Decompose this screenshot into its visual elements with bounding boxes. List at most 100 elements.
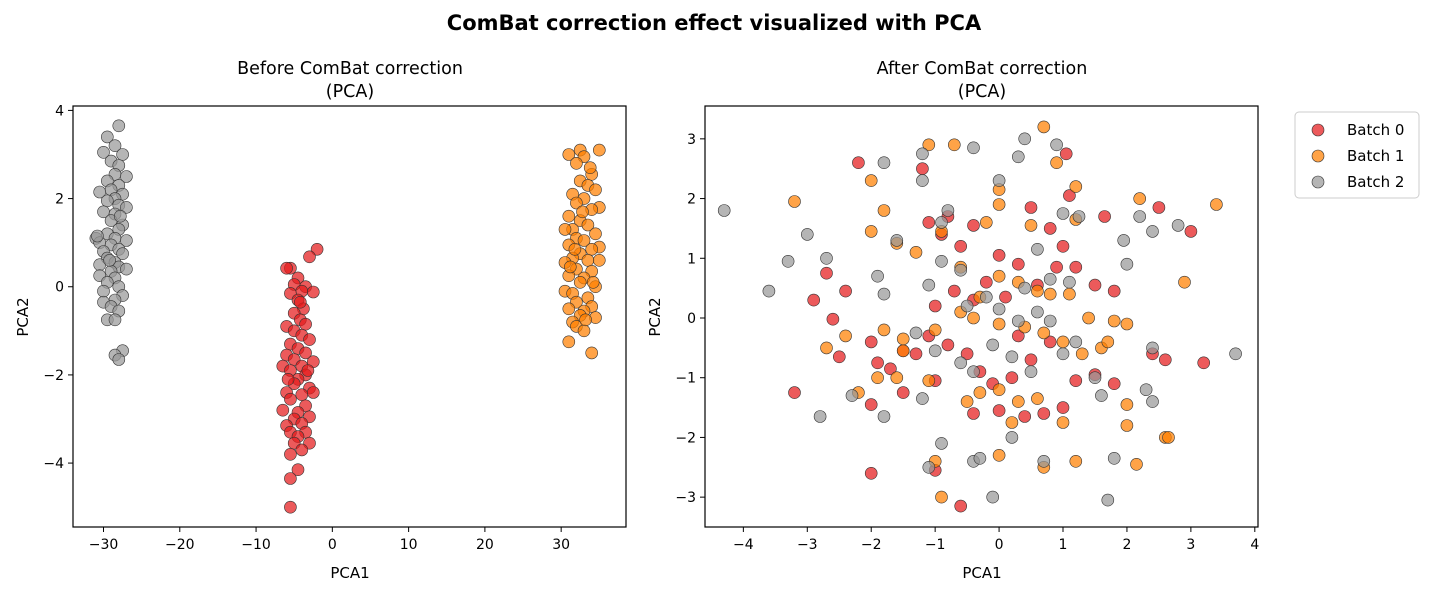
before-point-batch-1 bbox=[573, 275, 587, 289]
after-point-batch-0 bbox=[928, 299, 942, 313]
after-point-batch-0 bbox=[1018, 410, 1031, 423]
before-point-batch-1 bbox=[589, 227, 602, 241]
after-point-batch-2 bbox=[973, 451, 987, 465]
before-xtick-label: 0 bbox=[328, 537, 337, 553]
after-point-batch-1 bbox=[877, 204, 891, 217]
chart-before-title-line2: (PCA) bbox=[326, 82, 374, 102]
after-point-batch-1 bbox=[992, 269, 1006, 283]
chart-before: Before ComBat correction (PCA) −30 −20 −10… bbox=[14, 59, 627, 582]
chart-after-ylabel: PCA2 bbox=[646, 297, 664, 336]
legend-marker-batch-0 bbox=[1311, 123, 1325, 137]
chart-before-ylabel: PCA2 bbox=[14, 297, 32, 336]
after-point-batch-1 bbox=[992, 317, 1006, 331]
after-point-batch-2 bbox=[1011, 150, 1025, 164]
after-point-batch-1 bbox=[1037, 120, 1051, 134]
after-point-batch-0 bbox=[820, 266, 833, 280]
before-point-batch-1 bbox=[563, 260, 577, 274]
before-point-batch-2 bbox=[120, 262, 133, 276]
before-point-batch-2 bbox=[101, 130, 114, 144]
before-ytick-label: −2 bbox=[43, 368, 64, 384]
after-point-batch-1 bbox=[992, 198, 1006, 211]
after-point-batch-0 bbox=[864, 466, 878, 480]
after-point-batch-1 bbox=[1005, 416, 1019, 429]
after-point-batch-2 bbox=[935, 216, 948, 229]
after-point-batch-2 bbox=[1018, 281, 1031, 295]
before-point-batch-1 bbox=[585, 346, 599, 360]
after-point-batch-2 bbox=[813, 410, 827, 423]
before-point-batch-1 bbox=[558, 223, 572, 236]
before-point-batch-0 bbox=[310, 243, 324, 256]
after-point-batch-2 bbox=[762, 284, 776, 298]
after-point-batch-1 bbox=[1120, 419, 1134, 432]
after-point-batch-1 bbox=[1024, 219, 1038, 232]
after-point-batch-2 bbox=[1133, 210, 1146, 223]
after-point-batch-0 bbox=[1088, 278, 1102, 292]
before-point-batch-1 bbox=[570, 157, 583, 170]
before-point-batch-1 bbox=[570, 196, 583, 210]
after-point-batch-2 bbox=[941, 204, 955, 217]
after-point-batch-2 bbox=[935, 437, 948, 450]
after-point-batch-0 bbox=[1063, 189, 1076, 202]
after-point-batch-0 bbox=[1107, 284, 1121, 298]
after-point-batch-1 bbox=[864, 225, 878, 238]
after-point-batch-2 bbox=[1031, 305, 1044, 319]
after-point-batch-2 bbox=[1171, 219, 1185, 232]
after-point-batch-1 bbox=[864, 174, 878, 187]
after-point-batch-0 bbox=[1069, 374, 1083, 388]
before-point-batch-2 bbox=[120, 201, 133, 214]
after-point-batch-0 bbox=[947, 284, 961, 298]
after-point-batch-0 bbox=[992, 404, 1006, 417]
after-point-batch-1 bbox=[1069, 454, 1083, 468]
before-point-batch-2 bbox=[112, 119, 126, 133]
after-point-batch-1 bbox=[960, 395, 974, 408]
after-point-batch-0 bbox=[922, 216, 936, 229]
after-point-batch-2 bbox=[960, 299, 974, 313]
before-point-batch-1 bbox=[562, 148, 576, 161]
after-point-batch-0 bbox=[916, 162, 929, 175]
after-point-batch-2 bbox=[916, 392, 929, 405]
before-point-batch-0 bbox=[291, 463, 305, 477]
after-point-batch-2 bbox=[717, 204, 731, 217]
chart-after-title-line1: After ComBat correction bbox=[877, 59, 1088, 79]
after-point-batch-2 bbox=[1120, 257, 1134, 271]
after-point-batch-1 bbox=[992, 383, 1006, 397]
after-ytick-label: 1 bbox=[687, 251, 696, 267]
after-point-batch-1 bbox=[928, 323, 942, 337]
after-point-batch-1 bbox=[1011, 395, 1025, 408]
after-point-batch-2 bbox=[1101, 493, 1115, 507]
after-point-batch-1 bbox=[1069, 180, 1083, 193]
before-point-batch-1 bbox=[586, 275, 600, 289]
chart-after-axes: −4 −3 −2 −1 0 1 2 3 4 −3 −2 −1 0 1 2 3 bbox=[675, 132, 1259, 553]
before-point-batch-0 bbox=[306, 285, 320, 299]
after-point-batch-1 bbox=[896, 344, 910, 358]
after-point-batch-1 bbox=[1162, 431, 1175, 444]
after-point-batch-1 bbox=[1031, 392, 1044, 405]
after-point-batch-1 bbox=[979, 216, 993, 229]
before-point-batch-2 bbox=[120, 170, 133, 183]
after-point-batch-2 bbox=[890, 234, 904, 247]
before-ytick-label: 4 bbox=[55, 103, 64, 119]
after-point-batch-1 bbox=[877, 323, 891, 337]
before-point-batch-1 bbox=[576, 205, 589, 219]
after-point-batch-2 bbox=[986, 490, 1000, 504]
before-point-batch-1 bbox=[583, 161, 597, 174]
after-point-batch-2 bbox=[967, 365, 980, 379]
before-point-batch-2 bbox=[103, 253, 116, 267]
before-point-batch-0 bbox=[281, 372, 295, 386]
before-xtick-label: −10 bbox=[241, 537, 271, 553]
after-point-batch-2 bbox=[922, 460, 936, 474]
after-point-batch-0 bbox=[864, 335, 878, 349]
after-point-batch-0 bbox=[1043, 222, 1057, 235]
before-point-batch-0 bbox=[299, 346, 312, 360]
after-point-batch-1 bbox=[871, 371, 884, 385]
before-point-batch-2 bbox=[97, 146, 110, 159]
after-point-batch-1 bbox=[967, 311, 980, 325]
chart-after-title-line2: (PCA) bbox=[958, 82, 1006, 102]
before-point-batch-0 bbox=[284, 392, 297, 406]
before-point-batch-1 bbox=[592, 143, 606, 157]
after-point-batch-0 bbox=[1037, 407, 1051, 420]
chart-after: After ComBat correction (PCA) −4 −3 −2 −1 0 1… bbox=[646, 59, 1259, 582]
before-xtick-label: −20 bbox=[165, 537, 195, 553]
after-point-batch-2 bbox=[1107, 451, 1121, 465]
after-point-batch-0 bbox=[1159, 353, 1172, 367]
